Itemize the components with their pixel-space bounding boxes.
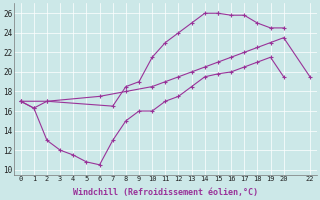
X-axis label: Windchill (Refroidissement éolien,°C): Windchill (Refroidissement éolien,°C) (73, 188, 258, 197)
